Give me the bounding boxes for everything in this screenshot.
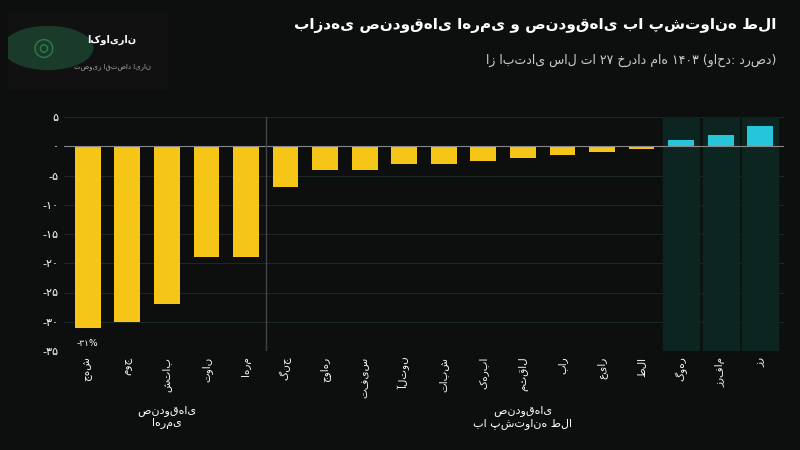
Bar <box>431 146 457 164</box>
Text: -۳۱%: -۳۱% <box>77 339 98 348</box>
Bar <box>747 126 773 146</box>
Bar <box>550 146 575 155</box>
Bar <box>629 146 654 149</box>
Bar <box>352 146 378 170</box>
Text: اکوایران: اکوایران <box>87 35 137 45</box>
Bar <box>194 146 219 257</box>
Bar <box>233 146 259 257</box>
Bar <box>75 146 101 328</box>
Bar <box>312 146 338 170</box>
Bar <box>154 146 180 304</box>
Text: تصویر اقتصاد ایران: تصویر اقتصاد ایران <box>74 63 150 71</box>
Text: بازدهی صندوق‌های اهرمی و صندوق‌های با پشتوانه طلا: بازدهی صندوق‌های اهرمی و صندوق‌های با پش… <box>294 18 776 33</box>
Text: از ابتدای سال تا ۲۷ خرداد ماه ۱۴۰۳ (واحد: درصد): از ابتدای سال تا ۲۷ خرداد ماه ۱۴۰۳ (واحد… <box>486 54 776 67</box>
Text: ◎: ◎ <box>32 36 54 60</box>
Text: صندوق‌های
اهرمی: صندوق‌های اهرمی <box>138 405 196 428</box>
Text: صندوق‌های
با پشتوانه طلا: صندوق‌های با پشتوانه طلا <box>474 405 573 428</box>
Bar <box>663 117 699 351</box>
Bar <box>114 146 140 322</box>
Bar <box>742 117 778 351</box>
Bar <box>510 146 536 158</box>
Bar <box>708 135 734 146</box>
Bar <box>470 146 496 161</box>
Bar <box>589 146 615 152</box>
Bar <box>703 117 738 351</box>
Bar <box>273 146 298 187</box>
Bar <box>668 140 694 146</box>
Bar <box>391 146 417 164</box>
Circle shape <box>3 27 93 69</box>
